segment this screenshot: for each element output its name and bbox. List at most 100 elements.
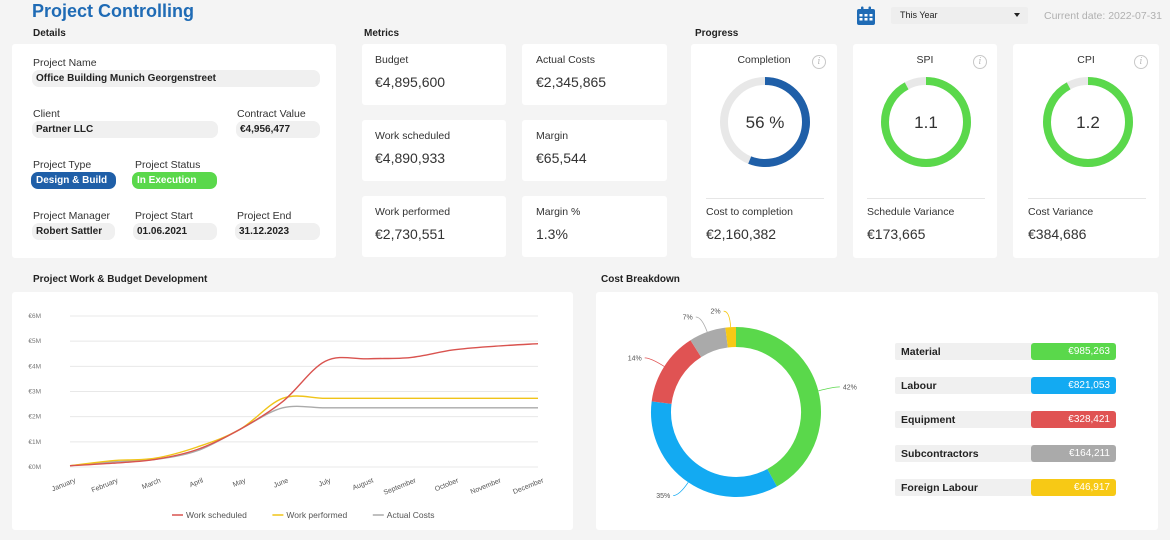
end-label: Project End [237, 210, 292, 222]
project-status-label: Project Status [135, 159, 201, 171]
donut-chart: 42% 35% 14% 7% 2% [628, 309, 857, 500]
metric-label: Actual Costs [536, 54, 595, 66]
divider [1028, 198, 1146, 199]
legend-value-bar: €985,263 [1031, 343, 1116, 360]
metric-value: €4,890,933 [375, 150, 446, 166]
y-tick-label: €2M [28, 414, 41, 421]
contract-value: €4,956,477 [236, 121, 320, 138]
period-select-value: This Year [900, 10, 938, 20]
section-cost-breakdown: Cost Breakdown [601, 274, 680, 285]
legend-name: Foreign Labour [901, 482, 978, 494]
metric-label: Budget [375, 54, 409, 66]
project-name-value: Office Building Munich Georgenstreet [32, 70, 320, 87]
info-icon[interactable]: i [812, 55, 826, 69]
details-card: Project Name Office Building Munich Geor… [12, 44, 336, 258]
page-title: Project Controlling [32, 1, 194, 21]
spi-ring [881, 77, 971, 167]
metric-label: Work performed [375, 206, 451, 218]
series-line-work-scheduled [69, 342, 539, 467]
y-tick-label: €5M [28, 338, 41, 345]
legend-value-bar: €821,053 [1031, 377, 1116, 394]
legend-label: Actual Costs [387, 510, 435, 520]
cpi-ring [1043, 77, 1133, 167]
ring-label: SPI [916, 54, 934, 66]
series-line-actual-costs [69, 405, 538, 467]
legend-name: Equipment [901, 414, 956, 426]
section-progress: Progress [695, 28, 739, 39]
x-tick-label: July [318, 477, 333, 488]
legend-label: Work scheduled [186, 510, 247, 520]
legend-value-bar: €164,211 [1031, 445, 1116, 462]
y-tick-label: €6M [28, 313, 41, 320]
calendar-icon[interactable] [856, 6, 876, 26]
progress-completion: Completion i 56 % Cost to completion €2,… [691, 44, 837, 258]
slice-foreign-labour [725, 327, 737, 348]
section-details: Details [33, 28, 66, 39]
slice-leader-line [644, 357, 665, 367]
ring-sub-value: €384,686 [1028, 226, 1087, 242]
x-tick-label: September [383, 477, 418, 497]
client-label: Client [33, 108, 60, 120]
metric-work-performed: Work performed €2,730,551 [362, 196, 506, 257]
metric-value: €65,544 [536, 150, 587, 166]
x-tick-label: June [273, 477, 290, 489]
client-value: Partner LLC [32, 121, 218, 138]
slice-equipment [651, 340, 702, 405]
start-value: 01.06.2021 [133, 223, 217, 240]
slice-leader-line [818, 386, 840, 392]
metric-label: Margin [536, 130, 569, 142]
legend-value-bar: €328,421 [1031, 411, 1116, 428]
ring-label: CPI [1077, 54, 1095, 66]
y-tick-label: €0M [28, 464, 41, 471]
metric-margin: Margin €65,544 [522, 120, 667, 181]
ring-sub-label: Cost Variance [1028, 206, 1094, 218]
legend-value-bar: €46,917 [1031, 479, 1116, 496]
x-tick-label: January [51, 477, 77, 493]
ring-progress [1043, 77, 1133, 167]
metric-label: Margin % [536, 206, 581, 218]
metric-work-scheduled: Work scheduled €4,890,933 [362, 120, 506, 181]
ring-sub-value: €2,160,382 [706, 226, 777, 242]
metric-value: 1.3% [536, 226, 568, 242]
info-icon[interactable]: i [973, 55, 987, 69]
project-name-label: Project Name [33, 57, 97, 69]
divider [867, 198, 985, 199]
cost-breakdown-card: 42% 35% 14% 7% 2% Material €985,263 Labour €821… [596, 292, 1158, 530]
slice-material [735, 327, 821, 487]
section-metrics: Metrics [364, 28, 400, 39]
metric-margin-pct: Margin % 1.3% [522, 196, 667, 257]
ring-progress [720, 77, 810, 167]
x-tick-label: February [91, 477, 120, 494]
info-icon[interactable]: i [1134, 55, 1148, 69]
x-tick-label: March [141, 477, 162, 491]
section-work-budget: Project Work & Budget Development [33, 274, 208, 285]
line-chart: €0M €1M €2M €3M €4M €5M €6M January February Marc… [28, 313, 545, 520]
y-tick-label: €1M [28, 439, 41, 446]
project-status-badge: In Execution [132, 172, 217, 189]
progress-cpi: CPI i 1.2 Cost Variance €384,686 [1013, 44, 1159, 258]
slice-leader-line [695, 316, 708, 333]
slice-pct-label: 7% [683, 314, 693, 321]
legend-name: Subcontractors [901, 448, 979, 460]
y-tick-label: €3M [28, 389, 41, 396]
ring-label: Completion [737, 54, 791, 66]
metric-value: €2,730,551 [375, 226, 446, 242]
legend-label: Work performed [286, 510, 347, 520]
chevron-down-icon [1014, 13, 1020, 17]
ring-sub-label: Schedule Variance [867, 206, 955, 218]
manager-label: Project Manager [33, 210, 111, 222]
period-select[interactable]: This Year [891, 7, 1028, 24]
slice-pct-label: 14% [628, 355, 642, 362]
slice-labour [651, 401, 777, 497]
metric-actual-costs: Actual Costs €2,345,865 [522, 44, 667, 105]
x-tick-label: April [189, 477, 205, 489]
ring-value: 56 % [745, 113, 785, 132]
legend-name: Labour [901, 380, 937, 392]
contract-value-label: Contract Value [237, 108, 306, 120]
completion-ring [720, 77, 810, 167]
metric-value: €4,895,600 [375, 74, 446, 90]
line-chart-card: €0M €1M €2M €3M €4M €5M €6M January February Marc… [12, 292, 573, 530]
slice-leader-line [723, 310, 732, 328]
end-value: 31.12.2023 [235, 223, 320, 240]
start-label: Project Start [135, 210, 193, 222]
